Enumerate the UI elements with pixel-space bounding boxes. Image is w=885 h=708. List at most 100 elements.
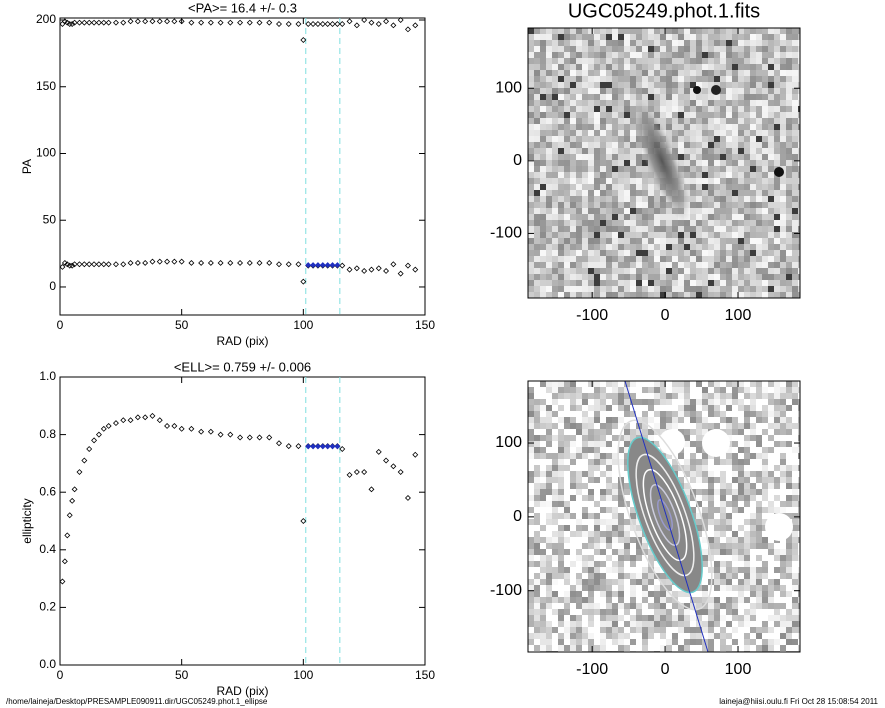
pixel (702, 423, 708, 429)
data-point (105, 261, 112, 268)
pixel (756, 591, 762, 597)
pixel (684, 100, 690, 106)
pixel (726, 447, 732, 453)
pixel (798, 627, 800, 633)
pixel (660, 64, 666, 70)
pixel (672, 118, 678, 124)
pixel (546, 519, 552, 525)
data-point (383, 457, 390, 464)
pixel (576, 244, 582, 250)
pixel (792, 633, 798, 639)
pixel (774, 274, 780, 280)
pixel (576, 124, 582, 130)
pixel (744, 250, 750, 256)
pixel (744, 387, 750, 393)
pixel (654, 112, 660, 118)
pixel (780, 591, 786, 597)
pixel (702, 591, 708, 597)
pixel (594, 202, 600, 208)
pixel (588, 429, 594, 435)
pixel (762, 597, 768, 603)
pixel (534, 585, 540, 591)
pixel (528, 256, 534, 262)
data-point (76, 261, 83, 268)
pixel (546, 46, 552, 52)
pixel (588, 441, 594, 447)
pixel (648, 238, 654, 244)
pixel (708, 543, 714, 549)
pixel (630, 615, 636, 621)
pixel (528, 573, 534, 579)
pixel (606, 531, 612, 537)
pixel (618, 82, 624, 88)
pixel (756, 543, 762, 549)
pixel (618, 561, 624, 567)
pixel (690, 40, 696, 46)
pixel (540, 477, 546, 483)
pixel (750, 88, 756, 94)
pixel (750, 112, 756, 118)
pixel (690, 471, 696, 477)
pixel (570, 202, 576, 208)
pixel (714, 34, 720, 40)
pixel (762, 130, 768, 136)
pixel (744, 130, 750, 136)
pixel (714, 220, 720, 226)
pixel (594, 166, 600, 172)
pixel (594, 495, 600, 501)
pixel (678, 250, 684, 256)
pixel (648, 555, 654, 561)
pixel (558, 244, 564, 250)
pixel (630, 423, 636, 429)
pixel (624, 292, 630, 298)
data-point (113, 261, 119, 268)
pixel (684, 88, 690, 94)
pixel (714, 106, 720, 112)
pixel (564, 148, 570, 154)
pixel (540, 429, 546, 435)
pixel (534, 70, 540, 76)
pixel (582, 82, 588, 88)
pixel (660, 256, 666, 262)
pixel (762, 447, 768, 453)
pixel (612, 112, 618, 118)
pixel (660, 88, 666, 94)
pixel (528, 453, 534, 459)
pixel (558, 238, 564, 244)
pixel (654, 274, 660, 280)
pixel (714, 495, 720, 501)
pixel (588, 286, 594, 292)
pixel (552, 52, 558, 58)
pixel (708, 615, 714, 621)
pixel (582, 28, 588, 34)
pixel (648, 64, 654, 70)
pixel (654, 70, 660, 76)
pixel (738, 537, 744, 543)
pixel (756, 280, 762, 286)
pixel (594, 136, 600, 142)
pixel (702, 46, 708, 52)
pixel (720, 148, 726, 154)
pixel (534, 94, 540, 100)
pixel (792, 172, 798, 178)
data-point (390, 22, 397, 29)
pixel (792, 483, 798, 489)
pixel (534, 477, 540, 483)
pixel (726, 52, 732, 58)
pixel (660, 220, 666, 226)
pixel (546, 399, 552, 405)
pixel (570, 567, 576, 573)
pixel (792, 106, 798, 112)
pixel (738, 627, 744, 633)
pixel (666, 621, 672, 627)
pixel (528, 459, 534, 465)
data-point (171, 422, 178, 429)
data-point (207, 259, 214, 266)
pixel (720, 250, 726, 256)
pixel (732, 256, 738, 262)
pixel (624, 459, 630, 465)
pixel (780, 501, 786, 507)
pixel (792, 561, 798, 567)
pixel (792, 549, 798, 555)
pixel (780, 124, 786, 130)
